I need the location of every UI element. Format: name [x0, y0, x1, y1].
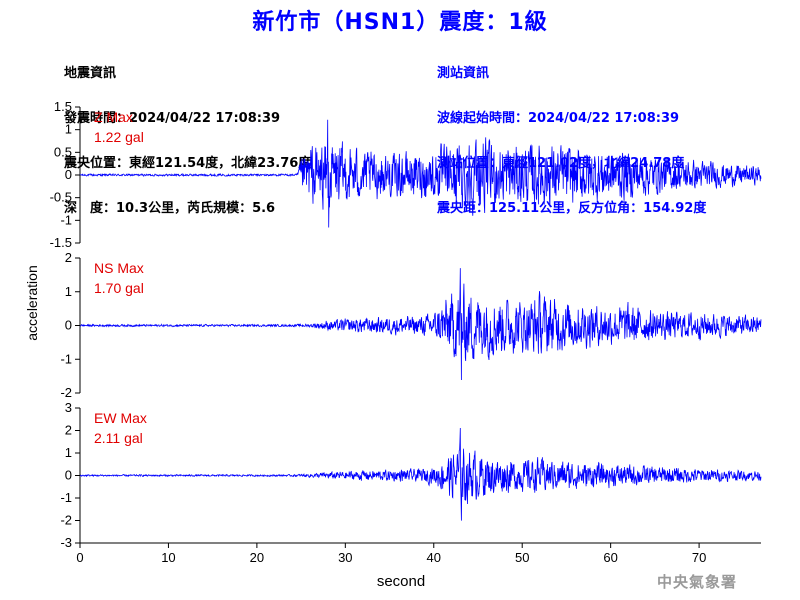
- x-axis-label: second: [377, 573, 425, 590]
- agency-watermark: 中央氣象署: [657, 573, 738, 591]
- panel-ns: -2 -1 0 1 2 NS Max 1.70 gal: [60, 250, 762, 400]
- x-axis: 0 10 20 30 40 50 60 70: [76, 542, 761, 565]
- y-tick-label: 0.5: [54, 144, 72, 159]
- y-tick-label: -1: [60, 351, 72, 366]
- y-tick-label: 0: [65, 318, 72, 333]
- panels-layer: -1.5 -1 -0.5 0 0.5 1 1.5 Z Max 1.22 gal -2 -1 0 1 2 NS…: [50, 99, 762, 550]
- y-tick-label: -1.5: [50, 235, 72, 250]
- x-tick-label: 10: [161, 550, 175, 565]
- y-tick-label: -1: [60, 490, 72, 505]
- y-tick-label: -2: [60, 513, 72, 528]
- x-tick-label: 60: [603, 550, 617, 565]
- earthquake-info-heading: 地震資訊: [64, 66, 117, 81]
- y-tick-label: -3: [60, 535, 72, 550]
- y-tick-label: 1: [65, 122, 72, 137]
- wave-start-time: 波線起始時間：2024/04/22 17:08:39: [437, 111, 680, 126]
- max-value-ew: 2.11 gal: [94, 430, 143, 446]
- y-tick-label: -0.5: [50, 190, 72, 205]
- y-tick-label: 2: [65, 250, 72, 265]
- waveform-ew: [79, 427, 762, 521]
- y-tick-label: 3: [65, 400, 72, 415]
- y-tick-label: 2: [65, 423, 72, 438]
- x-tick-label: 30: [338, 550, 352, 565]
- max-value-ns: 1.70 gal: [94, 280, 144, 296]
- max-value-z: 1.22 gal: [94, 129, 144, 145]
- y-axis-label: acceleration: [24, 265, 40, 341]
- y-tick-label: 1: [65, 284, 72, 299]
- page-title: 新竹市（HSN1）震度：1級: [252, 10, 548, 35]
- distance-azimuth: 震央距：125.11公里，反方位角：154.92度: [437, 201, 707, 216]
- y-tick-label: -2: [60, 385, 72, 400]
- x-tick-label: 40: [427, 550, 441, 565]
- y-tick-label: 1: [65, 445, 72, 460]
- y-tick-label: 1.5: [54, 99, 72, 114]
- origin-time: 發震時間：2024/04/22 17:08:39: [64, 111, 281, 126]
- x-tick-label: 50: [515, 550, 529, 565]
- x-tick-label: 70: [692, 550, 706, 565]
- max-label-ns: NS Max: [94, 260, 144, 276]
- y-tick-label: 0: [65, 167, 72, 182]
- epicenter-location: 震央位置：東經121.54度，北緯23.76度: [64, 156, 312, 171]
- depth-magnitude: 深 度：10.3公里，芮氏規模：5.6: [64, 201, 276, 216]
- x-tick-label: 20: [250, 550, 264, 565]
- x-tick-label: 0: [76, 550, 83, 565]
- panel-ew: -3 -2 -1 0 1 2 3 EW Max 2.11 gal: [60, 400, 762, 550]
- station-info-heading: 測站資訊: [437, 66, 490, 81]
- earthquake-info-block: 地震資訊 發震時間：2024/04/22 17:08:39 震央位置：東經121…: [64, 36, 311, 231]
- panel-z: -1.5 -1 -0.5 0 0.5 1 1.5 Z Max 1.22 gal: [50, 99, 762, 250]
- y-tick-label: -1: [60, 212, 72, 227]
- waveform-z: [79, 119, 762, 228]
- y-tick-label: 0: [65, 468, 72, 483]
- max-label-ew: EW Max: [94, 410, 147, 426]
- max-label-z: Z Max: [94, 109, 133, 125]
- waveform-ns: [79, 268, 762, 381]
